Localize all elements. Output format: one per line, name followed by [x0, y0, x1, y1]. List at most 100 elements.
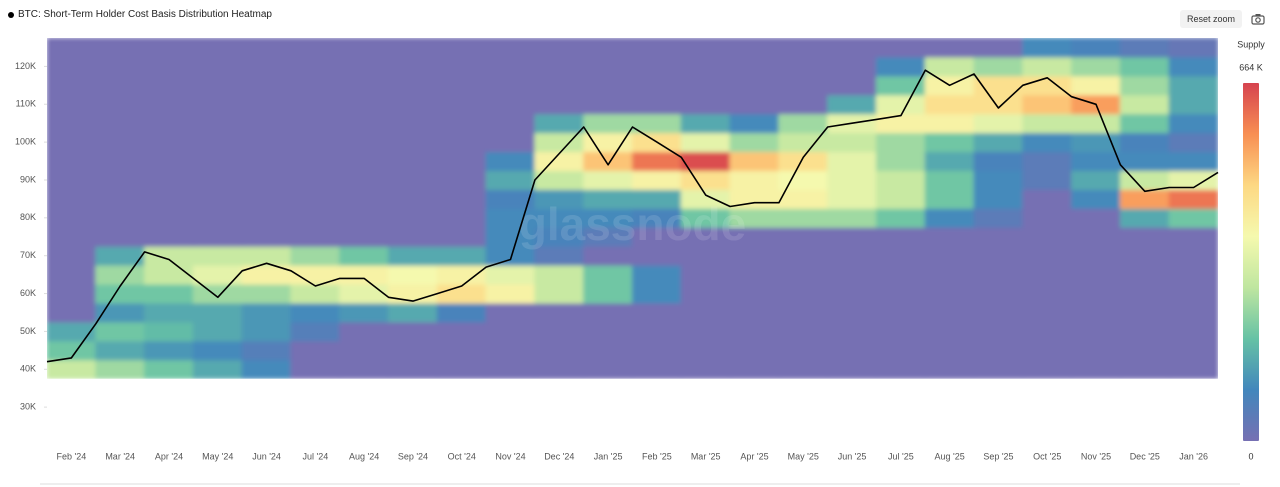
- heatmap-cell: [192, 340, 243, 361]
- heatmap-cell: [436, 264, 487, 285]
- heatmap-cell: [47, 170, 97, 190]
- heatmap-cell: [388, 170, 438, 190]
- heatmap-cell: [95, 188, 146, 209]
- heatmap-cell: [436, 302, 487, 323]
- heatmap-cell: [875, 38, 926, 58]
- heatmap-cell: [485, 188, 536, 209]
- heatmap-cell: [973, 151, 1024, 172]
- heatmap-cell: [632, 359, 682, 379]
- heatmap-cell: [632, 321, 682, 342]
- heatmap-cell: [827, 359, 877, 379]
- heatmap-cell: [875, 94, 926, 115]
- heatmap-cell: [47, 321, 97, 342]
- heatmap-cell: [339, 264, 390, 285]
- heatmap-cell: [47, 302, 97, 323]
- heatmap-cell: [778, 340, 829, 361]
- heatmap-cell: [680, 321, 731, 342]
- heatmap-cell: [729, 170, 780, 190]
- heatmap-cell: [924, 283, 975, 304]
- heatmap-cell: [47, 340, 97, 361]
- heatmap-cell: [388, 94, 438, 115]
- heatmap-cell: [1168, 302, 1218, 323]
- heatmap-cell: [827, 151, 877, 172]
- heatmap-cell: [729, 207, 780, 228]
- heatmap-cell: [729, 151, 780, 172]
- heatmap-cell: [778, 170, 829, 190]
- heatmap-cell: [241, 340, 292, 361]
- heatmap-cell: [729, 132, 780, 153]
- heatmap-cell: [729, 302, 780, 323]
- heatmap-cell: [144, 38, 194, 58]
- heatmap-cell: [680, 283, 731, 304]
- heatmap-cell: [875, 75, 926, 96]
- heatmap-cell: [95, 226, 146, 247]
- heatmap-cell: [632, 264, 682, 285]
- heatmap-cell: [1022, 283, 1073, 304]
- x-tick-label: Mar '25: [691, 451, 721, 461]
- heatmap-cell: [924, 188, 975, 209]
- heatmap-cell: [241, 56, 292, 77]
- heatmap-cell: [924, 151, 975, 172]
- heatmap-cell: [924, 340, 975, 361]
- heatmap-cell: [924, 170, 975, 190]
- heatmap-cell: [1071, 38, 1121, 58]
- heatmap-cell: [485, 340, 536, 361]
- heatmap-cell: [339, 359, 390, 379]
- heatmap-cell: [1022, 359, 1073, 379]
- heatmap-cell: [680, 245, 731, 266]
- heatmap-cell: [1168, 113, 1218, 134]
- heatmap-cell: [339, 170, 390, 190]
- heatmap-cell: [729, 94, 780, 115]
- heatmap-cell: [339, 283, 390, 304]
- heatmap-cell: [485, 151, 536, 172]
- heatmap-cell: [1168, 245, 1218, 266]
- y-tick-label: 100K: [15, 136, 36, 146]
- heatmap-cell: [241, 38, 292, 58]
- heatmap-cell: [583, 170, 633, 190]
- x-tick-label: Feb '25: [642, 451, 672, 461]
- heatmap-cell: [1071, 226, 1121, 247]
- heatmap-cell: [1119, 359, 1170, 379]
- heatmap-cell: [534, 94, 585, 115]
- heatmap-cell: [192, 38, 243, 58]
- heatmap-cell: [729, 264, 780, 285]
- heatmap-cell: [388, 283, 438, 304]
- heatmap-cell: [1168, 283, 1218, 304]
- heatmap-cell: [192, 283, 243, 304]
- heatmap-cell: [192, 245, 243, 266]
- screenshot-button[interactable]: [1250, 11, 1266, 27]
- heatmap-cell: [485, 38, 536, 58]
- x-tick-label: Jan '26: [1179, 451, 1208, 461]
- heatmap-cell: [1168, 151, 1218, 172]
- heatmap-cell: [583, 94, 633, 115]
- heatmap-cell: [973, 283, 1024, 304]
- heatmap-cell: [827, 113, 877, 134]
- heatmap-cell: [1071, 264, 1121, 285]
- heatmap-cell: [534, 207, 585, 228]
- y-tick-label: 80K: [20, 212, 36, 222]
- reset-zoom-button[interactable]: Reset zoom: [1180, 10, 1242, 28]
- heatmap-cell: [241, 151, 292, 172]
- heatmap-cell: [192, 132, 243, 153]
- heatmap-cell: [436, 151, 487, 172]
- heatmap-cell: [388, 340, 438, 361]
- heatmap-cell: [1022, 94, 1073, 115]
- heatmap-cell: [144, 321, 194, 342]
- colorbar-tick-label: 664 K: [1239, 62, 1263, 72]
- heatmap-cell: [436, 38, 487, 58]
- heatmap-cell: [583, 283, 633, 304]
- heatmap-cell: [436, 226, 487, 247]
- heatmap-cell: [534, 226, 585, 247]
- heatmap-cell: [632, 75, 682, 96]
- heatmap-cell: [778, 302, 829, 323]
- x-tick-label: Nov '24: [495, 451, 525, 461]
- heatmap-cell: [875, 151, 926, 172]
- heatmap-cell: [388, 245, 438, 266]
- heatmap-cell: [632, 132, 682, 153]
- heatmap-cell: [290, 188, 341, 209]
- heatmap-cell: [632, 245, 682, 266]
- heatmap-cell: [827, 245, 877, 266]
- heatmap-cell: [680, 75, 731, 96]
